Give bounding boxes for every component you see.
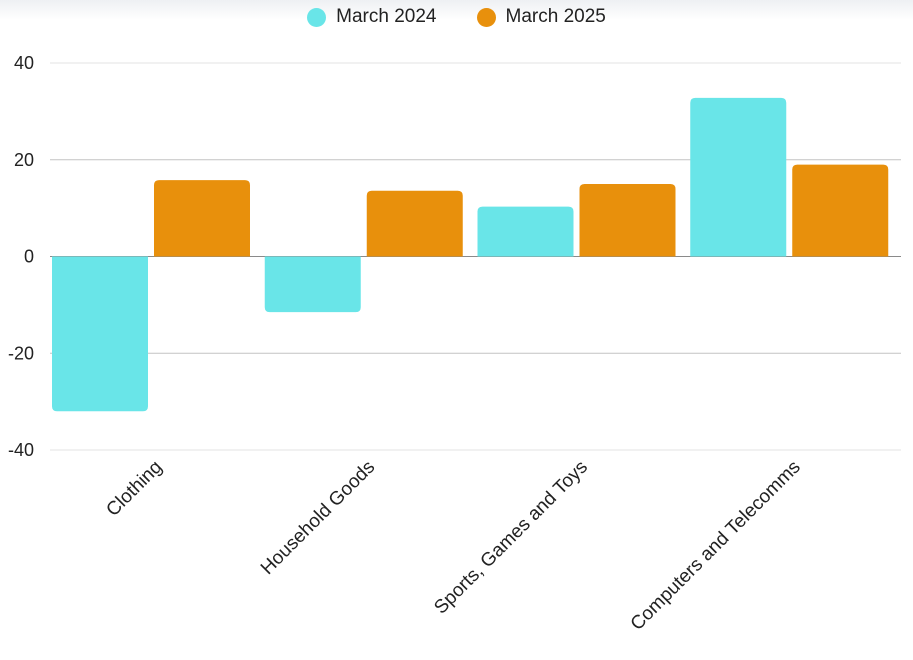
legend-label-march-2025: March 2025 bbox=[505, 6, 606, 27]
category-label: Household Goods bbox=[257, 457, 379, 579]
bar-march-2024 bbox=[477, 206, 574, 257]
category-label: Computers and Telecomms bbox=[627, 457, 805, 635]
y-tick-label: -40 bbox=[8, 440, 34, 460]
legend-item-march-2024[interactable]: March 2024 bbox=[307, 6, 437, 28]
bar-march-2025 bbox=[154, 180, 250, 257]
bar-march-2024 bbox=[690, 97, 787, 257]
bar-march-2025 bbox=[366, 190, 463, 257]
y-tick-label: 0 bbox=[24, 247, 34, 267]
legend-swatch-march-2024 bbox=[307, 7, 327, 27]
y-tick-label: 20 bbox=[14, 150, 34, 170]
category-label: Sports, Games and Toys bbox=[430, 457, 592, 619]
bar-march-2025 bbox=[792, 164, 889, 257]
bar-march-2024 bbox=[264, 256, 361, 313]
legend-item-march-2025[interactable]: March 2025 bbox=[476, 6, 606, 28]
legend-label-march-2024: March 2024 bbox=[336, 6, 437, 27]
y-tick-label: 40 bbox=[14, 53, 34, 73]
bar-march-2025 bbox=[579, 183, 676, 257]
top-shade bbox=[0, 0, 913, 20]
category-label: Clothing bbox=[102, 457, 166, 521]
y-tick-label: -20 bbox=[8, 343, 34, 363]
legend: March 2024 March 2025 bbox=[0, 6, 913, 28]
legend-swatch-march-2025 bbox=[476, 7, 496, 27]
bar-march-2024 bbox=[52, 256, 148, 412]
